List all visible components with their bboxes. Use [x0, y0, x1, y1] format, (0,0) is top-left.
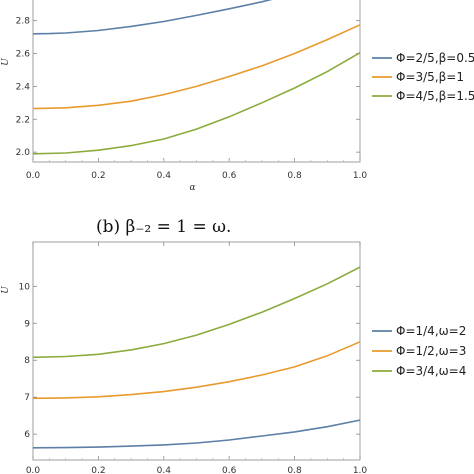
x-axis-label: α — [189, 183, 195, 193]
bottom-chart-panel: 0.00.20.40.60.81.0678910αUΦ=1/4,ω=2Φ=1/2… — [1, 241, 466, 474]
legend-label-1: Φ=2/5,β=0.5 — [396, 51, 474, 65]
x-tick-label: 0.6 — [222, 466, 237, 474]
legend-label-2: Φ=3/5,β=1 — [396, 70, 464, 84]
y-tick-label: 2.6 — [16, 50, 31, 60]
y-tick-label: 6 — [24, 430, 30, 440]
x-tick-label: 0.0 — [26, 171, 41, 181]
plot-frame — [32, 0, 361, 163]
y-tick-label: 9 — [24, 319, 30, 329]
x-tick-label: 0.2 — [91, 466, 105, 474]
series-line-1 — [33, 419, 360, 449]
series-line-2 — [33, 24, 360, 110]
x-tick-label: 0.8 — [287, 171, 302, 181]
x-tick-label: 0.8 — [287, 466, 302, 474]
y-tick-label: 2.8 — [16, 17, 31, 27]
y-tick-label: 10 — [19, 282, 31, 292]
x-tick-label: 0.6 — [222, 171, 237, 181]
series-line-3 — [33, 266, 360, 359]
x-tick-label: 0.0 — [26, 466, 41, 474]
y-tick-label: 2.0 — [16, 148, 31, 158]
y-axis-label: U — [1, 286, 11, 294]
y-tick-label: 2.4 — [16, 82, 31, 92]
legend-label-3: Φ=4/5,β=1.5 — [396, 89, 474, 103]
series-line-2 — [33, 341, 360, 400]
x-tick-label: 0.4 — [157, 171, 172, 181]
plot-frame — [32, 241, 361, 461]
series-line-3 — [33, 52, 360, 155]
x-tick-label: 1.0 — [353, 466, 368, 474]
y-tick-label: 8 — [24, 356, 30, 366]
y-axis-label: U — [1, 58, 11, 66]
x-tick-label: 0.4 — [157, 466, 172, 474]
y-tick-label: 2.2 — [16, 115, 30, 125]
series-line-1 — [33, 0, 273, 35]
x-tick-label: 0.2 — [91, 171, 105, 181]
top-chart-panel: 0.0 0.2 0.4 0.6 0.8 1.0 2.0 2.2 2.4 2.6 2.8 α U Φ=2/5… — [1, 0, 474, 193]
y-tick-label: 7 — [24, 393, 30, 403]
legend-label-1: Φ=1/4,ω=2 — [396, 324, 466, 338]
figure-caption: (b) β₋₂ = 1 = ω. — [96, 217, 231, 237]
legend-label-3: Φ=3/4,ω=4 — [396, 364, 466, 378]
legend-label-2: Φ=1/2,ω=3 — [396, 344, 466, 358]
x-tick-label: 1.0 — [353, 171, 368, 181]
